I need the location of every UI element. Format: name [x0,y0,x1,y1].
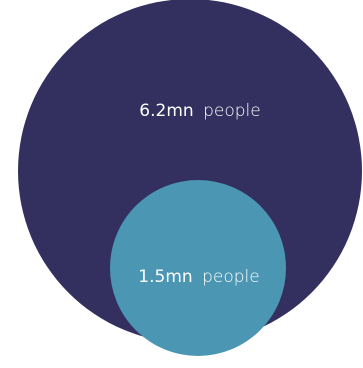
value-label-6-2mn: 6.2mn [139,101,193,121]
unit-label-6-2mn: people [203,101,261,121]
label-6-2mn: 6.2mn people [139,101,260,121]
bubble-1-5mn [110,180,286,356]
unit-label-1-5mn: people [202,267,260,287]
label-1-5mn: 1.5mn people [138,267,259,287]
value-label-1-5mn: 1.5mn [138,267,192,287]
